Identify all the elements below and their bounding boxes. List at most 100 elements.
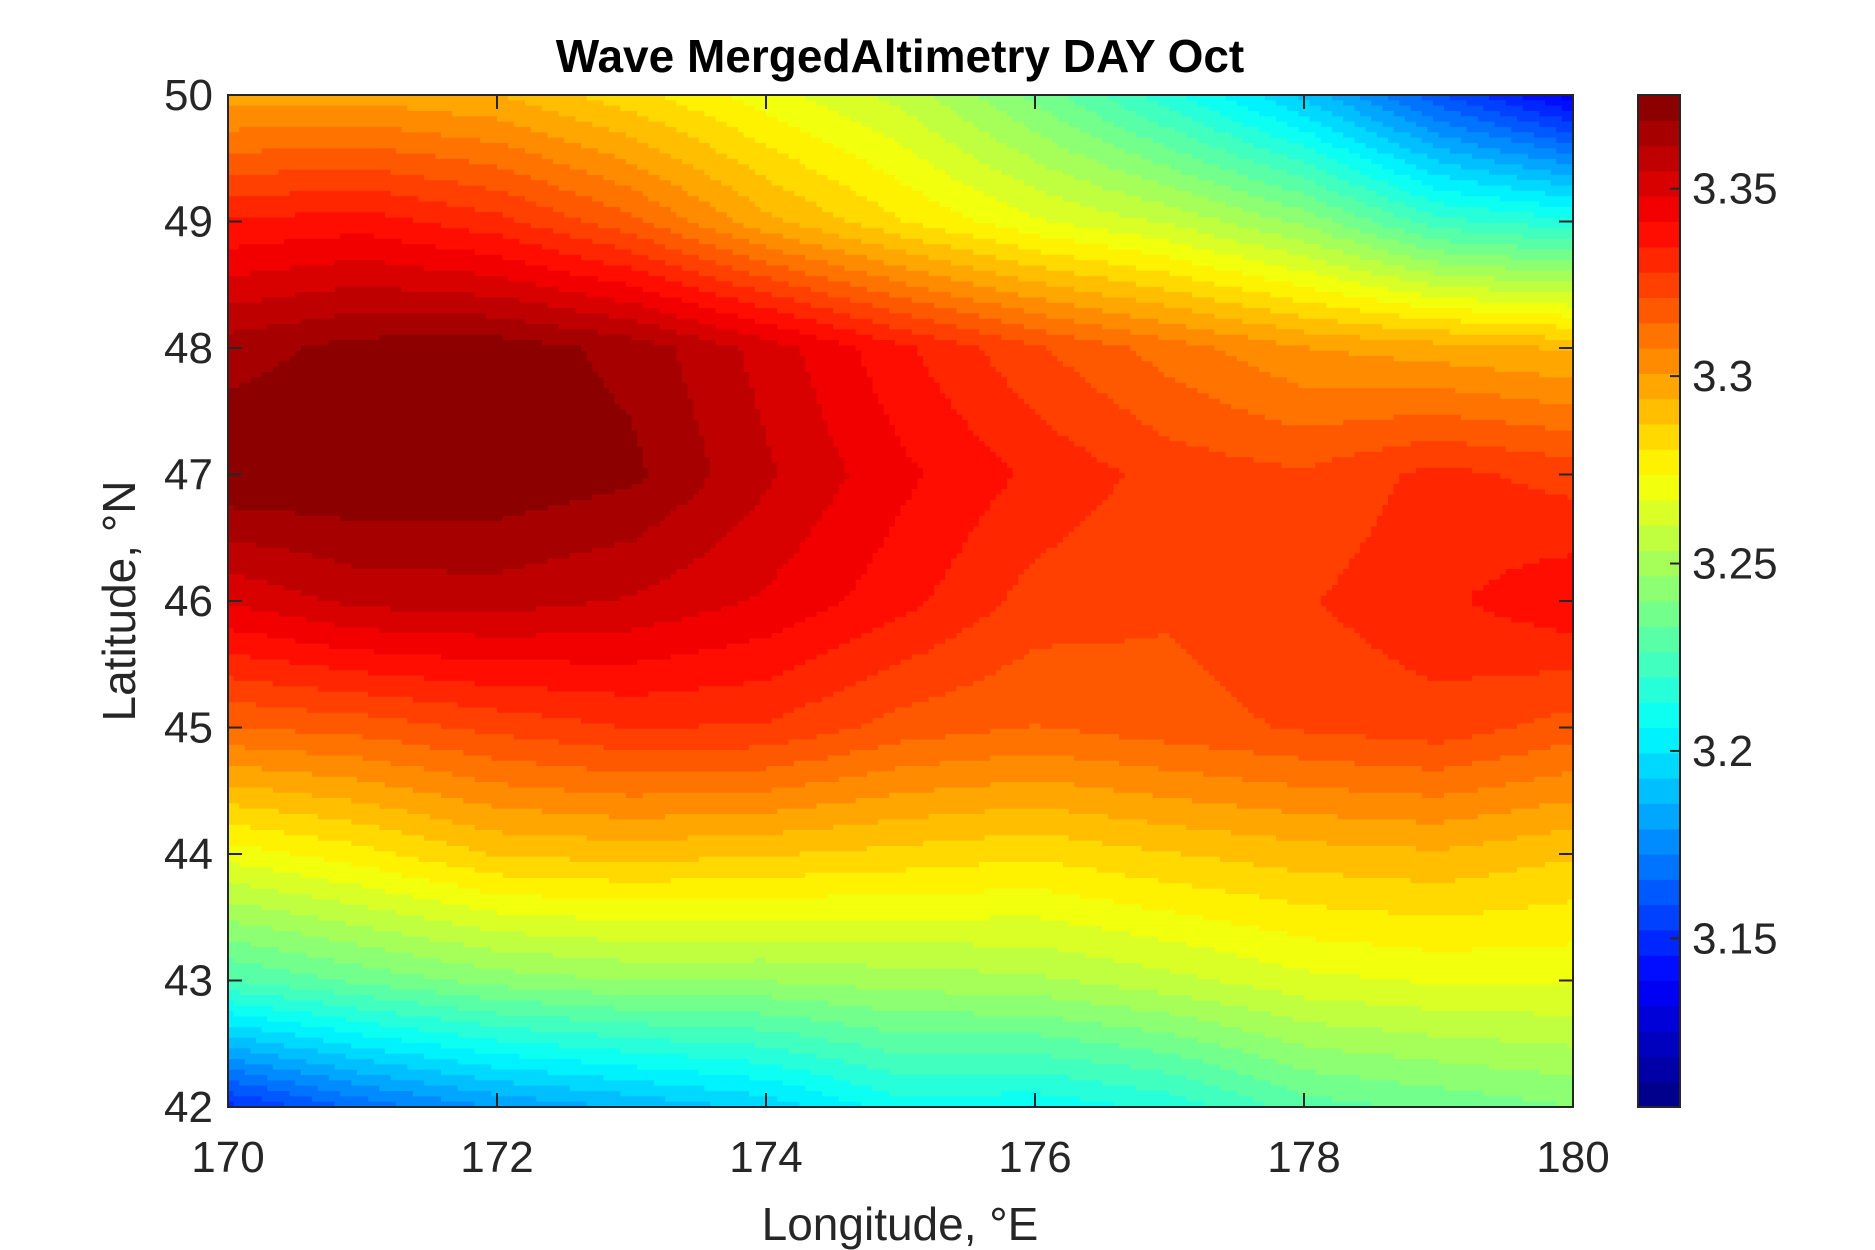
contour-cell xyxy=(1091,1000,1221,1007)
contour-cell xyxy=(822,515,896,522)
contour-cell xyxy=(1416,121,1451,128)
contour-cell xyxy=(228,238,285,245)
contour-cell xyxy=(967,425,1053,432)
contour-cell xyxy=(1360,95,1389,101)
contour-cell xyxy=(1141,963,1283,970)
contour-cell xyxy=(1388,137,1423,144)
contour-cell xyxy=(777,308,834,314)
colorbar-band xyxy=(1638,854,1680,880)
contour-cell xyxy=(850,1080,1103,1087)
y-tick-label: 47 xyxy=(164,451,213,500)
contour-cell xyxy=(754,403,823,410)
contour-cell xyxy=(233,329,599,336)
contour-cell xyxy=(687,499,761,506)
contour-cell xyxy=(827,292,890,298)
contour-cell xyxy=(1063,1016,1199,1023)
contour-cell xyxy=(1304,142,1333,149)
contour-cell xyxy=(289,190,392,197)
colorbar-band xyxy=(1638,955,1680,982)
contour-cell xyxy=(1421,233,1524,240)
contour-cell xyxy=(878,201,941,208)
contour-cell xyxy=(1180,169,1238,176)
contour-cell xyxy=(1567,553,1573,559)
contour-cell xyxy=(373,846,470,852)
contour-cell xyxy=(228,734,364,741)
contour-cell xyxy=(838,483,918,490)
contour-cell xyxy=(1388,180,1423,187)
contour-cell xyxy=(228,292,296,298)
contour-cell xyxy=(1057,430,1159,437)
contour-cell xyxy=(1416,467,1473,474)
contour-cell xyxy=(256,702,459,709)
contour-cell xyxy=(766,110,840,117)
contour-cell xyxy=(1371,1101,1557,1107)
contour-cell xyxy=(906,281,974,288)
contour-cell xyxy=(1102,116,1148,123)
contour-cell xyxy=(1029,212,1120,219)
contour-cell xyxy=(956,553,1042,559)
contour-cell xyxy=(1432,340,1573,346)
contour-cell xyxy=(446,569,504,575)
contour-cell xyxy=(284,995,375,1002)
contour-cell xyxy=(681,281,733,288)
contour-cell xyxy=(816,611,907,618)
contour-cell xyxy=(228,371,263,378)
contour-cell xyxy=(440,132,549,139)
contour-cell xyxy=(978,329,1047,336)
contour-cell xyxy=(295,638,750,645)
contour-cell xyxy=(1326,606,1484,613)
contour-cell xyxy=(928,371,1002,378)
contour-cell xyxy=(1231,830,1552,836)
contour-cell xyxy=(681,371,750,378)
contour-cell xyxy=(228,366,274,373)
contour-cell xyxy=(1516,723,1573,730)
contour-cell xyxy=(267,324,560,330)
colorbar-band xyxy=(1638,626,1680,653)
contour-cell xyxy=(687,835,986,842)
contour-cell xyxy=(620,105,689,112)
contour-cell xyxy=(228,728,296,735)
contour-cell xyxy=(1001,601,1322,607)
contour-cell xyxy=(788,739,902,746)
contour-cell xyxy=(1522,1096,1573,1103)
contour-cell xyxy=(1444,249,1573,256)
contour-cell xyxy=(250,1048,319,1055)
contour-cell xyxy=(1505,446,1573,453)
contour-cell xyxy=(250,270,476,277)
contour-cell xyxy=(1281,233,1333,240)
contour-cell xyxy=(228,180,459,187)
contour-cell xyxy=(922,473,1014,480)
contour-cell xyxy=(1203,664,1406,671)
contour-cell xyxy=(754,398,818,405)
contour-cell xyxy=(1163,286,1243,293)
contour-cell xyxy=(990,782,1075,789)
contour-cell xyxy=(822,409,885,416)
contour-cell xyxy=(1281,808,1512,815)
contour-cell xyxy=(1287,899,1568,906)
contour-cell xyxy=(614,691,649,698)
contour-cell xyxy=(508,276,599,283)
contour-cell xyxy=(1135,265,1215,272)
contour-cell xyxy=(894,137,946,144)
contour-cell xyxy=(340,899,442,906)
contour-cell xyxy=(1219,164,1271,171)
contour-cell xyxy=(1544,489,1573,496)
contour-cell xyxy=(1091,382,1187,389)
contour-cell xyxy=(1107,164,1171,171)
contour-cell xyxy=(452,920,1070,927)
contour-cell xyxy=(1119,467,1417,474)
contour-cell xyxy=(228,899,341,906)
contour-cell xyxy=(698,430,767,437)
contour-cell xyxy=(1399,142,1434,149)
contour-cell xyxy=(1085,515,1378,522)
contour-cell xyxy=(272,366,593,373)
contour-cell xyxy=(1505,100,1546,107)
contour-cell xyxy=(1332,233,1378,240)
contour-cell xyxy=(1332,126,1367,133)
contour-cell xyxy=(956,409,1036,416)
contour-cell xyxy=(1191,292,1271,298)
contour-cell xyxy=(900,510,986,517)
contour-cell xyxy=(1371,244,1417,251)
contour-cell xyxy=(1343,569,1507,575)
contour-cell xyxy=(782,563,868,570)
